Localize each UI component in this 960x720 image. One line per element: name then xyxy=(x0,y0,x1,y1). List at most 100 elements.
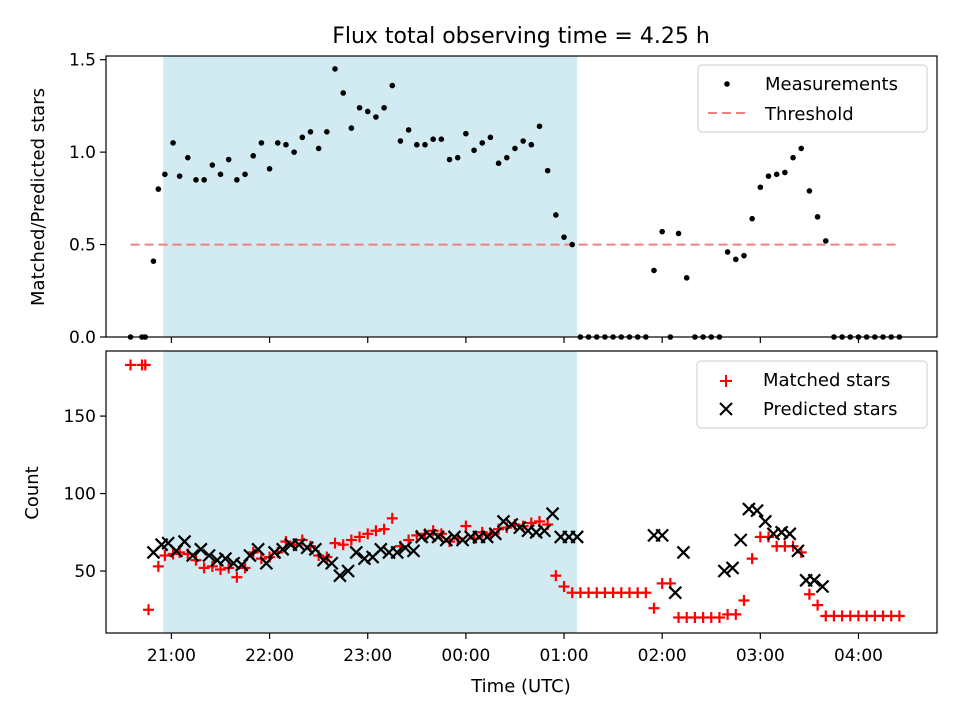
measurement-point xyxy=(266,165,273,172)
matched-point xyxy=(198,562,210,574)
predicted-point xyxy=(570,530,584,544)
matched-point xyxy=(231,571,243,583)
measurement-point xyxy=(438,136,445,142)
x-tick-label: 03:00 xyxy=(736,646,785,666)
predicted-point xyxy=(725,561,740,575)
predicted-point xyxy=(431,530,445,544)
count-x-ticks: 21:00 22:00 23:00 00:00 01:00 02:00 03:00 04:00 xyxy=(147,633,883,666)
measurement-point xyxy=(348,125,355,131)
measurement-point xyxy=(822,238,829,244)
predicted-point xyxy=(758,514,773,529)
measurement-point xyxy=(397,138,404,144)
measurement-point xyxy=(274,140,281,146)
matched-point xyxy=(460,520,472,532)
matched-point xyxy=(640,587,652,599)
ratio-legend-box xyxy=(697,64,928,133)
measurement-point xyxy=(471,147,477,154)
measurement-point xyxy=(463,130,469,137)
predicted-point xyxy=(676,545,691,560)
figure-title: Flux total observing time = 4.25 h xyxy=(332,24,710,49)
measurement-point xyxy=(414,141,420,148)
legend-measurements-marker xyxy=(724,81,730,87)
measurement-point xyxy=(405,127,412,133)
matched-point xyxy=(893,610,905,622)
y-tick-label: 0.5 xyxy=(69,236,96,256)
matched-point xyxy=(812,599,824,611)
ratio-shaded-region xyxy=(163,56,578,337)
predicted-point xyxy=(750,503,764,518)
predicted-point xyxy=(406,544,421,558)
predicted-point xyxy=(488,527,503,541)
predicted-point xyxy=(537,523,552,538)
measurement-point xyxy=(193,177,199,183)
predicted-point xyxy=(480,530,494,544)
measurement-point xyxy=(553,212,559,218)
measurement-point xyxy=(454,154,461,161)
predicted-point xyxy=(815,579,830,594)
ratio-y-ticks: 0.0 0.5 1.0 1.5 xyxy=(69,51,106,348)
measurement-point xyxy=(250,153,257,159)
measurement-point xyxy=(732,256,739,263)
y-tick-label: 0.0 xyxy=(69,328,96,348)
predicted-point xyxy=(439,533,454,547)
measurement-point xyxy=(495,160,502,167)
measurement-point xyxy=(659,228,665,235)
predicted-point xyxy=(177,534,192,549)
matched-point xyxy=(378,523,390,535)
matched-point xyxy=(550,570,562,582)
measurement-point xyxy=(315,145,322,152)
measurement-point xyxy=(225,156,232,163)
matched-point xyxy=(746,553,758,565)
measurement-point xyxy=(356,104,363,111)
legend-matched-label: Matched stars xyxy=(763,370,890,391)
y-tick-label: 1.0 xyxy=(69,143,96,163)
predicted-point xyxy=(267,545,282,560)
measurement-point xyxy=(683,275,690,281)
count-y-ticks: 50 100 150 xyxy=(64,407,106,582)
matched-point xyxy=(386,512,398,524)
predicted-point xyxy=(374,542,388,557)
predicted-point xyxy=(194,542,208,557)
y-tick-label: 1.5 xyxy=(69,51,96,71)
y-tick-label: 50 xyxy=(74,562,96,582)
measurement-point xyxy=(201,177,207,183)
matched-point xyxy=(159,550,171,562)
predicted-point xyxy=(202,548,216,563)
measurement-point xyxy=(291,149,297,155)
measurement-point xyxy=(512,145,518,152)
measurement-point xyxy=(724,249,731,255)
measurement-point xyxy=(324,128,330,135)
matched-point xyxy=(370,525,382,537)
matched-point xyxy=(713,612,725,624)
measurement-point xyxy=(675,230,682,237)
measurement-point xyxy=(422,141,428,148)
measurement-point xyxy=(283,141,289,148)
measurement-point xyxy=(258,140,265,146)
matched-point xyxy=(143,604,155,616)
legend-predicted-marker xyxy=(719,402,733,416)
predicted-point xyxy=(496,514,511,529)
matched-point xyxy=(738,594,750,606)
predicted-point xyxy=(807,573,822,588)
x-tick-label: 22:00 xyxy=(245,646,294,666)
count-axes-frame xyxy=(105,350,938,634)
measurement-point xyxy=(340,90,346,96)
measurement-point xyxy=(373,114,379,120)
predicted-point xyxy=(545,506,560,521)
measurement-point xyxy=(389,82,396,89)
measurement-point xyxy=(749,215,755,222)
predicted-point xyxy=(782,527,797,541)
predicted-point xyxy=(218,551,233,566)
ratio-x-ticks xyxy=(170,337,860,343)
x-axis-label: Time (UTC) xyxy=(470,676,571,697)
measurement-point xyxy=(299,134,306,141)
predicted-point xyxy=(513,520,527,535)
measurement-point xyxy=(741,252,747,259)
measurement-point xyxy=(176,173,183,179)
measurement-point xyxy=(798,145,805,152)
predicted-point xyxy=(455,533,470,547)
measurement-point xyxy=(544,167,551,174)
x-tick-label: 23:00 xyxy=(343,646,392,666)
measurement-point xyxy=(503,154,510,161)
